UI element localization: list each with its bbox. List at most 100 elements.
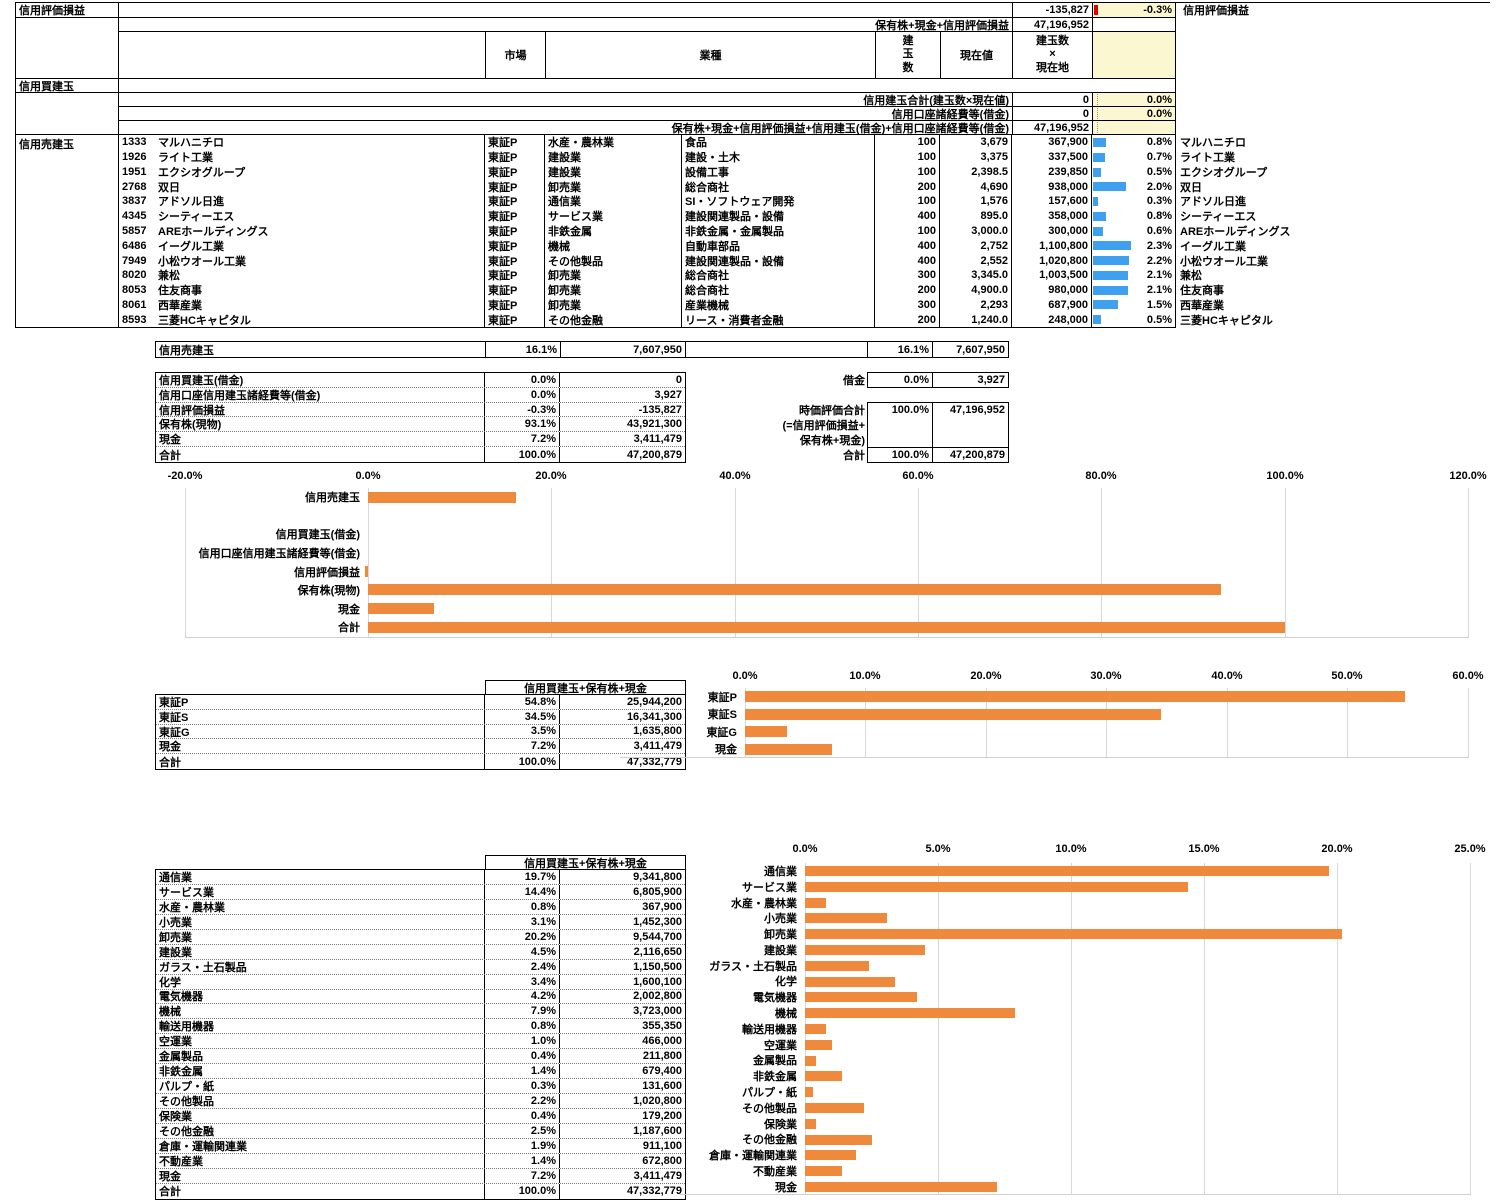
- chart-category-row: 空運業: [680, 1037, 1471, 1053]
- row-pct: 1.0%: [485, 1034, 560, 1049]
- stock-market: 東証P: [485, 312, 545, 327]
- row-pct: 0.0%: [485, 373, 560, 387]
- stock-code: 2768: [122, 180, 147, 193]
- row-pct: 7.9%: [485, 1004, 560, 1019]
- stock-market: 東証P: [485, 238, 545, 254]
- row-value: 367,900: [642, 900, 682, 913]
- chart-bar: [368, 603, 434, 615]
- row-value: 3,411,479: [633, 1169, 682, 1182]
- stock-price: 2,293: [940, 297, 1012, 313]
- row-label: 保険業: [156, 1109, 485, 1123]
- table-row: 東証P 54.8% 25,944,200: [156, 695, 685, 710]
- chart-category-label: 東証S: [707, 709, 737, 722]
- stock-price: 2,752: [940, 238, 1012, 254]
- chart-category-row: [185, 507, 1469, 526]
- row-pct: 0.8%: [485, 899, 560, 914]
- stock-code: 1951: [122, 165, 147, 178]
- row-pct: 7.2%: [485, 1168, 560, 1183]
- stock-name: 兼松: [158, 270, 180, 283]
- chart-category-row: その他製品: [680, 1100, 1471, 1116]
- margin-sell-section-label: 信用売建玉: [15, 134, 119, 328]
- row-value: 672,800: [642, 1154, 682, 1167]
- credit-pl-section-label: 信用評価損益: [15, 2, 119, 18]
- stock-pct: 2.2%: [1146, 254, 1172, 267]
- chart-category-label: 現金: [338, 603, 360, 616]
- stock-name: エクシオグループ: [158, 166, 246, 179]
- stock-market: 東証P: [485, 297, 545, 313]
- credit-pl-pct-cell: -0.3%: [1092, 2, 1176, 18]
- chart-category-label: 保有株(現物): [297, 585, 360, 598]
- row-label: 化学: [156, 974, 485, 989]
- chart-bar: [745, 743, 832, 755]
- chart-category-label: 信用売建玉: [305, 492, 360, 505]
- stock-price: 2,552: [940, 253, 1012, 268]
- row-value: 131,600: [642, 1080, 682, 1093]
- table-row: 東証G 3.5% 1,635,800: [156, 724, 685, 740]
- table-row: 金属製品 0.4% 211,800: [156, 1049, 685, 1065]
- stock-qty: 200: [875, 179, 940, 195]
- stock-name: AREホールディングス: [158, 225, 269, 238]
- column-header-qty: 建玉数: [875, 31, 941, 79]
- chart-axis-tick: 40.0%: [719, 470, 751, 482]
- row-value: 3,411,479: [633, 740, 682, 753]
- chart-bar: [365, 565, 368, 577]
- stock-row: 4345 シーティーエス 東証P サービス業 建設関連製品・設備 400 895.…: [119, 208, 1175, 224]
- row2-empty-cell: [1092, 17, 1176, 32]
- chart-category-row: 東証S: [620, 706, 1469, 724]
- stock-market: 東証P: [485, 253, 545, 268]
- row-value: 1,020,800: [633, 1095, 682, 1108]
- stock-qty: 100: [875, 149, 940, 165]
- row-pct: 7.2%: [485, 432, 560, 447]
- stock-price: 4,690: [940, 179, 1012, 195]
- stock-name-right: 兼松: [1180, 270, 1202, 283]
- stock-code-name: 8593 三菱HCキャピタル: [119, 312, 485, 327]
- chart-category-row: 東証G: [620, 723, 1469, 741]
- market-value-note-2: 保有株+現金): [799, 434, 865, 447]
- market-value-note-1: (=信用評価損益+: [782, 419, 865, 432]
- stock-value: 367,900: [1012, 135, 1092, 150]
- stock-value: 239,850: [1012, 164, 1092, 180]
- chart-category-row: 現金: [680, 1179, 1471, 1195]
- stock-industry: 建設・土木: [682, 149, 875, 165]
- stock-row: 6486 イーグル工業 東証P 機械 自動車部品 400 2,752 1,100,…: [119, 238, 1175, 254]
- chart-category-label: 非鉄金属: [753, 1071, 797, 1084]
- table-row: 現金 7.2% 3,411,479: [156, 1168, 685, 1184]
- row-value: 3,411,479: [633, 433, 682, 446]
- row-label: 非鉄金属: [156, 1064, 485, 1079]
- stock-name: シーティーエス: [158, 211, 235, 224]
- stock-sector: 非鉄金属: [545, 223, 682, 239]
- row-pct: 2.4%: [485, 959, 560, 974]
- chart-bar: [745, 708, 1161, 720]
- row-label: 輸送用機器: [156, 1019, 485, 1034]
- stock-row: 1333 マルハニチロ 東証P 水産・農林業 食品 100 3,679 367,9…: [119, 135, 1175, 150]
- row-value: 47,332,779: [626, 1185, 682, 1198]
- chart-category-label: その他金融: [742, 1134, 797, 1147]
- stock-code-name: 1333 マルハニチロ: [119, 135, 485, 150]
- row-label: 金属製品: [156, 1049, 485, 1064]
- chart-category-label: 信用買建玉(借金): [275, 529, 360, 542]
- stock-price: 3,345.0: [940, 267, 1012, 283]
- stock-pct-databar: [1093, 315, 1102, 325]
- row-label: 建設業: [156, 944, 485, 959]
- table-row: 非鉄金属 1.4% 679,400: [156, 1064, 685, 1080]
- stock-pct-cell: 2.3%: [1092, 238, 1175, 253]
- stock-industry: 非鉄金属・金属製品: [682, 223, 875, 239]
- stock-qty: 400: [875, 208, 940, 224]
- stock-name-right: 三菱HCキャピタル: [1180, 314, 1273, 327]
- chart-category-label: パルプ・紙: [742, 1087, 797, 1100]
- chart-axis-tick: 30.0%: [1090, 670, 1122, 682]
- chart-category-row: 通信業: [680, 863, 1471, 879]
- stock-market: 東証P: [485, 208, 545, 224]
- row-pct: 100.0%: [485, 1183, 560, 1199]
- table-row: 卸売業 20.2% 9,544,700: [156, 929, 685, 945]
- chart-bar: [805, 881, 1189, 892]
- row-pct: 14.4%: [485, 884, 560, 899]
- stock-name-right: マルハニチロ: [1180, 137, 1246, 150]
- stock-value: 1,020,800: [1012, 253, 1092, 268]
- chart-category-row: 保有株(現物): [185, 581, 1469, 600]
- market-value-pct: 100.0%: [867, 402, 933, 448]
- buy-exp-pct: 0.0%: [1146, 107, 1172, 120]
- chart-bar: [805, 1008, 1016, 1019]
- row-pct: 20.2%: [485, 929, 560, 944]
- stock-pct-databar: [1093, 152, 1105, 162]
